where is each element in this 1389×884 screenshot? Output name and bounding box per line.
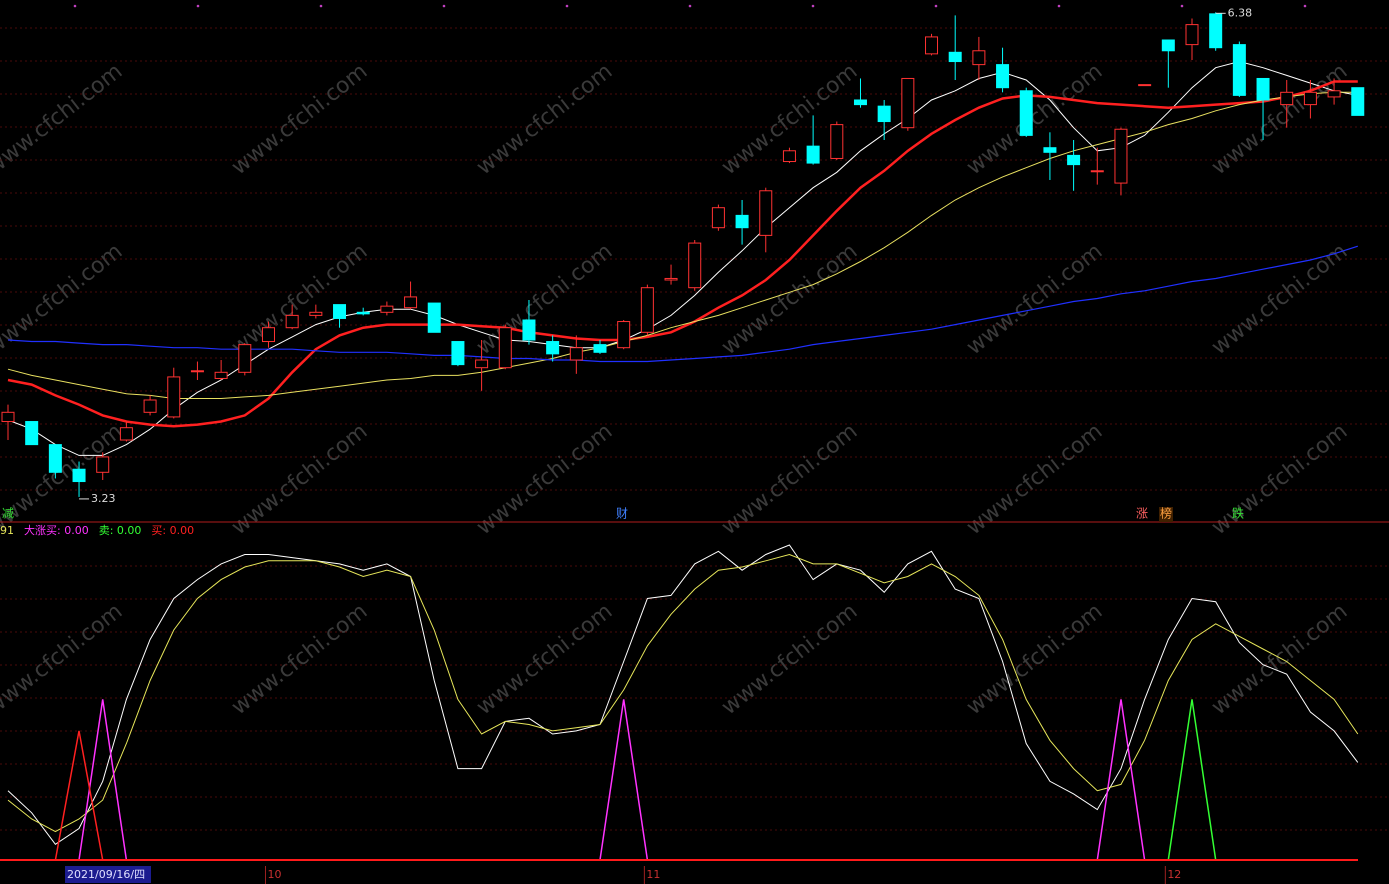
candle-body — [996, 64, 1010, 89]
candle-body — [427, 302, 441, 333]
x-tick-label: 11 — [646, 868, 660, 881]
moving-average-line — [7, 245, 1358, 363]
candle-body — [72, 468, 86, 483]
candle-body — [1019, 90, 1033, 136]
candle-body — [664, 277, 678, 281]
moving-average-line — [7, 80, 1358, 428]
candle-body — [1209, 13, 1223, 49]
top-dot — [1180, 4, 1184, 8]
candle-body — [167, 376, 181, 418]
candle-body — [853, 99, 867, 106]
candle-body — [759, 190, 773, 236]
top-dot — [442, 4, 446, 8]
top-dot — [319, 4, 323, 8]
candle-body — [1351, 87, 1365, 116]
candle-body — [1138, 84, 1152, 87]
candle-body — [309, 311, 323, 316]
candle-body — [285, 314, 299, 329]
x-tick-label: 10 — [267, 868, 281, 881]
top-dot — [934, 4, 938, 8]
top-dot — [196, 4, 200, 8]
top-dot — [565, 4, 569, 8]
candle-body — [1161, 39, 1175, 52]
high-label: 6.38 — [1228, 6, 1253, 19]
candle-body — [972, 50, 986, 66]
candle-body — [1, 411, 15, 423]
candle-body — [475, 359, 489, 369]
legend-value: : 0.00 — [57, 524, 89, 537]
candle-body — [593, 344, 607, 353]
event-marker: 跌 — [1232, 506, 1244, 521]
candle-body — [735, 214, 749, 229]
candle-body — [238, 344, 252, 373]
candle-body — [830, 124, 844, 159]
candle-body — [569, 347, 583, 361]
top-dot — [1303, 4, 1307, 8]
candle-body — [451, 341, 465, 366]
candle-body — [522, 319, 536, 341]
indicator-line — [7, 544, 1359, 845]
candle-body — [877, 105, 891, 123]
legend-value: : 0.00 — [162, 524, 194, 537]
candle-body — [25, 421, 39, 446]
candle-body — [48, 444, 62, 473]
event-marker: 财 — [616, 507, 628, 521]
event-marker: 减 — [2, 507, 14, 521]
candle-body — [143, 399, 157, 413]
candle-body — [1327, 90, 1341, 98]
legend-name: 卖 — [99, 524, 110, 537]
x-tick-label: 12 — [1167, 868, 1181, 881]
low-label: 3.23 — [91, 492, 116, 505]
cursor-date: 2021/09/16/四 — [67, 868, 145, 881]
legend-name: 买 — [151, 524, 162, 537]
candle-body — [806, 145, 820, 164]
legend-name: 大涨买 — [24, 523, 57, 537]
candle-body — [119, 427, 133, 441]
candle-body — [925, 36, 939, 55]
candle-body — [617, 321, 631, 349]
candle-body — [356, 311, 370, 315]
legend-name: 91 — [0, 524, 14, 537]
moving-average-line — [7, 91, 1358, 399]
event-marker: 涨 — [1136, 506, 1148, 521]
candle-body — [261, 327, 275, 343]
top-dot — [688, 4, 692, 8]
candle-body — [1114, 128, 1128, 184]
candle-body — [688, 242, 702, 289]
top-dot — [73, 4, 77, 8]
candle-body — [190, 370, 204, 373]
legend-value: : 0.00 — [110, 524, 142, 537]
candle-body — [948, 51, 962, 63]
candle-body — [1043, 147, 1057, 153]
indicator-line — [7, 553, 1359, 833]
candle-body — [546, 341, 560, 355]
candle-body — [1067, 154, 1081, 166]
candle-body — [1232, 44, 1246, 96]
date-highlight — [65, 866, 151, 883]
candle-body — [1303, 91, 1317, 106]
candle-body — [380, 305, 394, 313]
event-marker: 榜 — [1160, 506, 1172, 521]
candle-body — [498, 327, 512, 369]
top-dot — [1057, 4, 1061, 8]
candle-body — [901, 77, 915, 129]
candle-body — [1280, 91, 1294, 106]
candle-body — [404, 296, 418, 309]
candle-body — [214, 371, 228, 379]
moving-average-line — [7, 60, 1358, 456]
candle-body — [333, 304, 347, 319]
annotation-bg — [1159, 507, 1173, 522]
candle-body — [782, 150, 796, 163]
candle-body — [711, 207, 725, 229]
top-dot — [811, 4, 815, 8]
candle-body — [1090, 170, 1104, 173]
candle-body — [640, 287, 654, 333]
candle-body — [96, 456, 110, 473]
candle-body — [1185, 24, 1199, 46]
candle-body — [1256, 77, 1270, 101]
